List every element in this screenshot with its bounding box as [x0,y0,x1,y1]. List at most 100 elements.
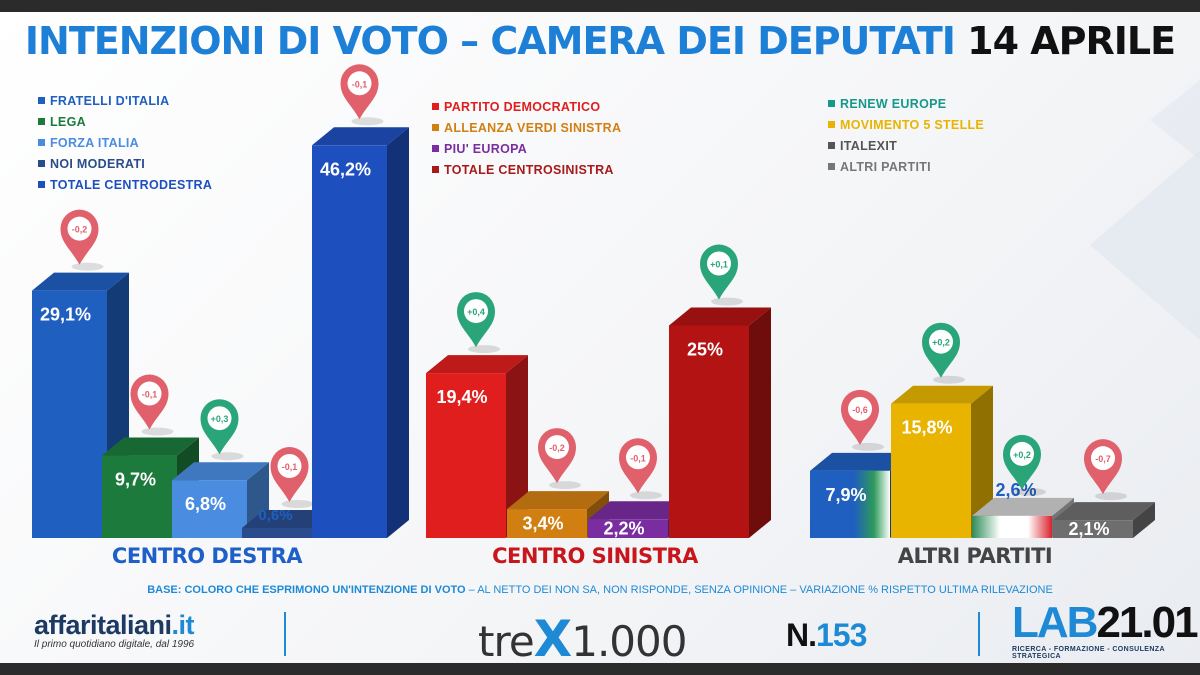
bar-value-label: 2,1% [1068,519,1109,539]
legend-swatch [828,142,835,149]
change-pin-shadow [933,375,965,384]
bar-value-label: 9,7% [115,470,156,490]
bar-top [972,497,1074,516]
affari-tld: .it [171,610,195,640]
change-pin-shadow [1095,492,1127,501]
legend-item: LEGA [38,111,212,132]
change-pin-shadow [351,117,384,126]
bar [172,480,247,538]
legend-label: TOTALE CENTRODESTRA [50,177,213,192]
legend-label: LEGA [50,114,86,129]
legend-item: FORZA ITALIA [38,132,212,153]
legend-label: ALLEANZA VERDI SINISTRA [444,120,622,135]
legend-swatch [828,163,835,170]
bar-value-label: 0,6% [258,507,292,524]
bar-value-label: 2,2% [603,519,644,539]
legend-label: TOTALE CENTROSINISTRA [444,162,614,177]
bar [507,509,587,538]
footer-divider [284,612,286,656]
group-label: CENTRO SINISTRA [492,544,699,568]
change-label: -0,1 [142,390,158,400]
footer-divider-2 [978,612,980,656]
change-label: +0,4 [467,307,485,317]
change-pin-inner [626,445,650,470]
bar [1053,520,1133,538]
legend-label: ITALEXIT [840,138,898,153]
bar [242,528,317,538]
legend-item: PIU' EUROPA [432,138,621,159]
bar [312,145,387,539]
change-label: -0,1 [352,79,368,89]
legend-item: FRATELLI D'ITALIA [38,90,212,111]
bg-decoration [1090,150,1200,340]
bar-value-label: 6,8% [185,494,226,514]
legend-swatch [38,181,45,188]
base-note: BASE: COLORO CHE ESPRIMONO UN'INTENZIONE… [0,584,1200,596]
affari-tagline: Il primo quotidiano digitale, dal 1996 [34,639,195,650]
bar-side [387,127,409,539]
legend-label: RENEW EUROPE [840,96,947,111]
bar-value-label: 3,4% [522,514,563,534]
change-label: +0,1 [710,260,728,270]
legend-label: ALTRI PARTITI [840,159,931,174]
change-pin-inner [1091,446,1115,471]
bar-top [669,307,771,326]
bar [32,290,107,538]
legend-swatch [432,166,439,173]
legend-swatch [38,139,45,146]
base-note-bold: BASE: COLORO CHE ESPRIMONO UN'INTENZIONE… [147,584,466,596]
legend-centrodestra: FRATELLI D'ITALIA LEGA FORZA ITALIA NOI MOD… [38,90,212,195]
change-pin-inner [707,251,731,276]
change-pin-inner [347,71,372,96]
bar [891,403,971,538]
legend-item: MOVIMENTO 5 STELLE [828,114,984,135]
change-label: +0,2 [1013,450,1031,460]
change-pin-shadow [141,427,174,436]
change-pin-inner [929,329,953,354]
bar-top [172,462,269,481]
issue-number: N.153 [786,617,867,654]
legend-label: FRATELLI D'ITALIA [50,93,170,108]
bar [972,515,1052,538]
bg-decoration [1150,80,1200,160]
lab-b: 21.01 [1096,598,1198,647]
bar-side [749,307,771,538]
legend-altri: RENEW EUROPE MOVIMENTO 5 STELLE ITALEXIT AL… [828,93,984,177]
bar-value-label: 7,9% [825,485,866,505]
bar-value-label: 29,1% [40,305,91,325]
legend-item: TOTALE CENTROSINISTRA [432,159,621,180]
bar-side [971,385,993,538]
legend-label: NOI MODERATI [50,156,146,171]
bar-top [891,385,993,404]
bar [669,325,749,538]
bar-value-label: 46,2% [320,159,371,179]
change-label: -0,7 [1095,454,1111,464]
legend-item: NOI MODERATI [38,153,212,174]
bottom-bar [0,663,1200,675]
issue-prefix: N. [786,617,817,653]
bar-top [312,127,409,146]
top-bar [0,0,1200,12]
bar-top [810,452,912,471]
legend-swatch [828,100,835,107]
change-pin-shadow [71,262,104,271]
change-pin-inner [1010,441,1034,466]
trex-x: X [533,610,573,668]
change-pin-inner [137,381,162,406]
trex-post: 1.000 [571,617,687,666]
legend-item: RENEW EUROPE [828,93,984,114]
legend-item: TOTALE CENTRODESTRA [38,174,212,195]
trex-pre: tre [478,617,535,666]
change-pin-shadow [281,500,314,508]
group-label: CENTRO DESTRA [112,544,303,568]
change-pin-shadow [711,297,743,306]
lab-a: LAB [1012,598,1098,647]
bar-top [1053,502,1155,521]
legend-swatch [432,124,439,131]
change-pin-shadow [630,491,662,500]
legend-label: PARTITO DEMOCRATICO [444,99,601,114]
bar-value-label: 15,8% [901,418,952,438]
change-label: -0,1 [282,462,298,472]
lab-tagline: RICERCA - FORMAZIONE - CONSULENZA STRATE… [1012,646,1165,660]
title-main: INTENZIONI DI VOTO – CAMERA DEI DEPUTATI [24,19,956,63]
